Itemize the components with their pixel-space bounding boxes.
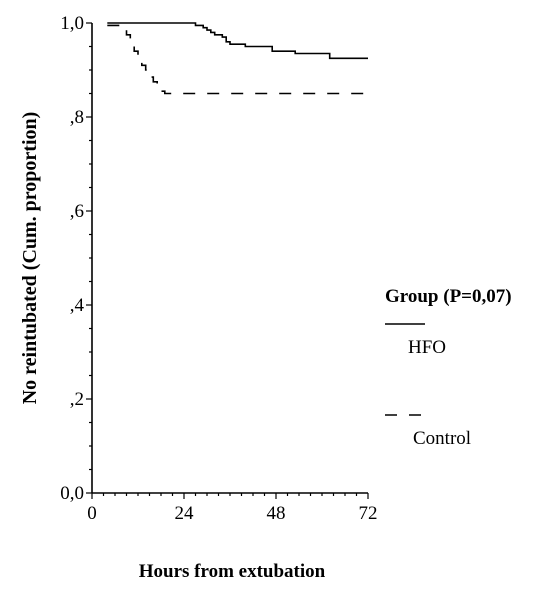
y-axis-label: No reintubated (Cum. proportion)	[19, 112, 41, 405]
legend: Group (P=0,07) HFO Control	[385, 286, 512, 449]
x-tick-label: 72	[359, 503, 378, 524]
y-tick-label: 1,0	[60, 13, 84, 34]
x-tick-label: 24	[175, 503, 195, 524]
series-layer	[107, 22, 368, 95]
plot-axes	[91, 23, 368, 494]
y-tick-label: 0,0	[60, 483, 84, 504]
x-tick-label: 48	[267, 503, 286, 524]
x-ticks: 0 24 48 72	[87, 493, 378, 524]
series-line-control	[107, 24, 368, 95]
legend-title: Group (P=0,07)	[385, 286, 512, 307]
y-tick-label: ,6	[70, 201, 84, 222]
legend-label-control: Control	[413, 428, 471, 449]
legend-label-hfo: HFO	[408, 337, 446, 358]
series-line-hfo	[107, 22, 368, 60]
y-tick-label: ,2	[70, 389, 84, 410]
x-tick-label: 0	[87, 503, 97, 524]
x-axis-label: Hours from extubation	[139, 561, 326, 582]
y-tick-label: ,8	[70, 107, 84, 128]
y-ticks: 0,0 ,2 ,4 ,6 ,8 1,0	[60, 13, 92, 504]
y-tick-label: ,4	[70, 295, 85, 316]
